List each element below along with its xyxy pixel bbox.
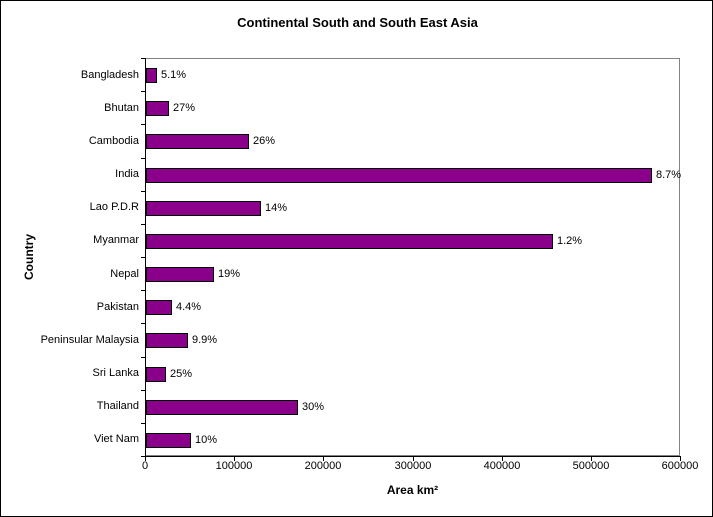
x-axis-tick <box>323 457 324 461</box>
x-axis-title: Area km² <box>386 483 439 497</box>
bar-nepal <box>146 267 214 283</box>
y-axis-tick <box>141 124 145 125</box>
category-label-thailand: Thailand <box>96 400 139 413</box>
x-axis-tick <box>145 457 146 461</box>
data-label-viet-nam: 10% <box>195 433 218 446</box>
bar-peninsular-malaysia <box>146 333 188 349</box>
x-tick-label-300000: 300000 <box>394 460 432 472</box>
data-label-bangladesh: 5.1% <box>161 69 187 82</box>
category-label-india: India <box>115 168 139 181</box>
bar-viet-nam <box>146 432 191 448</box>
y-axis-tick <box>141 357 145 358</box>
category-label-myanmar: Myanmar <box>93 234 139 247</box>
data-label-sri-lanka: 25% <box>170 367 193 380</box>
category-label-nepal: Nepal <box>110 267 139 280</box>
y-axis-tick <box>141 224 145 225</box>
data-label-cambodia: 26% <box>253 135 276 148</box>
category-label-lao-p-d-r: Lao P.D.R <box>89 201 139 214</box>
x-tick-label-200000: 200000 <box>304 460 342 472</box>
bar-sri-lanka <box>146 366 166 382</box>
data-label-lao-p-d-r: 14% <box>265 201 288 214</box>
plot-area: 5.1% 27% 26% 8.7% 14% 1.2% 19% 4.4% 9.9% 25% 30% 10… <box>145 58 682 456</box>
x-axis-tick <box>591 457 592 461</box>
data-label-myanmar: 1.2% <box>557 234 583 247</box>
bar-bhutan <box>146 101 169 117</box>
category-label-cambodia: Cambodia <box>88 134 139 147</box>
category-axis-labels: Bangladesh Bhutan Cambodia India Lao P.D.R My… <box>1 58 139 456</box>
data-label-peninsular-malaysia: 9.9% <box>192 334 218 347</box>
y-axis-tick <box>141 423 145 424</box>
y-axis-tick <box>141 191 145 192</box>
chart-title: Continental South and South East Asia <box>237 15 478 30</box>
bar-pakistan <box>146 300 172 316</box>
category-label-pakistan: Pakistan <box>96 300 139 313</box>
x-axis-tick <box>234 457 235 461</box>
x-tick-label-400000: 400000 <box>483 460 521 472</box>
x-tick-label-600000: 600000 <box>661 460 699 472</box>
y-axis-tick <box>141 91 145 92</box>
bar-thailand <box>146 399 298 415</box>
category-label-viet-nam: Viet Nam <box>93 433 139 446</box>
data-label-pakistan: 4.4% <box>176 301 202 314</box>
y-axis-tick <box>141 290 145 291</box>
y-axis-tick <box>141 456 145 457</box>
x-axis-tick <box>680 457 681 461</box>
category-label-bhutan: Bhutan <box>104 101 139 114</box>
bar-lao-p-d-r <box>146 200 261 216</box>
x-axis-tick <box>502 457 503 461</box>
x-tick-label-500000: 500000 <box>572 460 610 472</box>
bar-bangladesh <box>146 68 157 84</box>
data-label-thailand: 30% <box>302 400 325 413</box>
data-label-nepal: 19% <box>218 268 241 281</box>
y-axis-tick <box>141 390 145 391</box>
bar-india <box>146 167 652 183</box>
x-tick-label-0: 0 <box>141 460 149 472</box>
x-tick-label-100000: 100000 <box>215 460 253 472</box>
category-label-sri-lanka: Sri Lanka <box>92 367 139 380</box>
y-axis-tick <box>141 158 145 159</box>
bar-myanmar <box>146 233 553 249</box>
y-axis-tick <box>141 58 145 59</box>
x-axis-line <box>145 456 681 457</box>
data-label-bhutan: 27% <box>173 102 196 115</box>
bar-cambodia <box>146 134 249 150</box>
x-axis-tick <box>413 457 414 461</box>
data-label-india: 8.7% <box>656 168 682 181</box>
y-axis-tick <box>141 257 145 258</box>
category-label-bangladesh: Bangladesh <box>80 68 139 81</box>
category-label-peninsular-malaysia: Peninsular Malaysia <box>40 333 139 346</box>
y-axis-tick <box>141 323 145 324</box>
y-axis-line <box>145 58 146 457</box>
